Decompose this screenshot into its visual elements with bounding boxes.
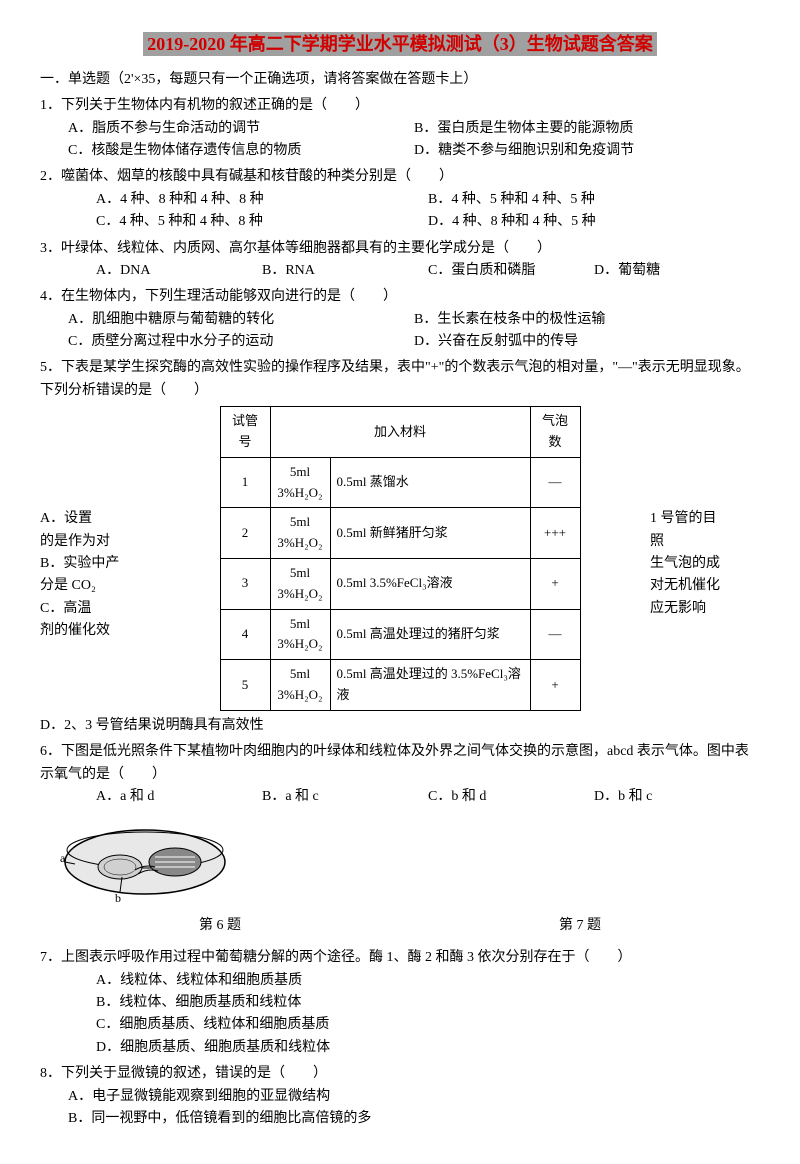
q8-text: 8．下列关于显微镜的叙述，错误的是（ ） (40, 1063, 760, 1085)
th-bubble: 气泡数 (530, 407, 580, 458)
cell-diagram-wrap: a b (40, 822, 760, 910)
q8-opt-a: A．电子显微镜能观察到细胞的亚显微结构 (68, 1086, 760, 1108)
q3-opt-a: A．DNA (96, 260, 262, 282)
question-3: 3．叶绿体、线粒体、内质网、高尔基体等细胞器都具有的主要化学成分是（ ） A．D… (40, 238, 760, 283)
q1-opt-d: D．糖类不参与细胞识别和免疫调节 (414, 140, 760, 162)
q3-text: 3．叶绿体、线粒体、内质网、高尔基体等细胞器都具有的主要化学成分是（ ） (40, 238, 760, 260)
q5-left2: 的是作为对 (40, 531, 150, 553)
table-row: 4 5ml3%H₂O₂ 0.5ml 高温处理过的猪肝匀浆 — (220, 609, 580, 660)
q1-opt-c: C．核酸是生物体储存遗传信息的物质 (68, 140, 414, 162)
cell-bub: + (530, 660, 580, 711)
q7-opt-c: C．细胞质基质、线粒体和细胞质基质 (96, 1014, 760, 1036)
cell-bub: +++ (530, 508, 580, 559)
cell-base: 5ml3%H₂O₂ (270, 609, 330, 660)
q7-opt-a: A．线粒体、线粒体和细胞质基质 (96, 970, 760, 992)
fig6-caption: 第 6 题 (40, 915, 400, 937)
question-6: 6．下图是低光照条件下某植物叶肉细胞内的叶绿体和线粒体及外界之间气体交换的示意图… (40, 741, 760, 808)
diagram-label-a: a (60, 851, 66, 865)
q7-text: 7．上图表示呼吸作用过程中葡萄糖分解的两个途径。酶 1、酶 2 和酶 3 依次分… (40, 947, 760, 969)
q3-opt-b: B．RNA (262, 260, 428, 282)
q6-opt-d: D．b 和 c (594, 786, 760, 808)
q5-left1: A．设置 (40, 508, 150, 530)
q4-opt-d: D．兴奋在反射弧中的传导 (414, 331, 760, 353)
q5-text: 5．下表是某学生探究酶的高效性实验的操作程序及结果，表中"+"的个数表示气泡的相… (40, 357, 760, 402)
q5-right5: 对无机催化 (650, 575, 760, 597)
table-row: 1 5ml3%H₂O₂ 0.5ml 蒸馏水 — (220, 457, 580, 508)
table-row: 3 5ml3%H₂O₂ 0.5ml 3.5%FeCl₃溶液 + (220, 559, 580, 610)
cell-n: 3 (220, 559, 270, 610)
q7-opt-b: B．线粒体、细胞质基质和线粒体 (96, 992, 760, 1014)
q5-right2: 照 (650, 531, 760, 553)
q8-opt-b: B．同一视野中，低倍镜看到的细胞比高倍镜的多 (68, 1108, 760, 1130)
table-row: 2 5ml3%H₂O₂ 0.5ml 新鲜猪肝匀浆 +++ (220, 508, 580, 559)
q5-left6: 剂的催化效 (40, 620, 150, 642)
question-2: 2．噬菌体、烟草的核酸中具有碱基和核苷酸的种类分别是（ ） A．4 种、8 种和… (40, 166, 760, 233)
q1-text: 1．下列关于生物体内有机物的叙述正确的是（ ） (40, 95, 760, 117)
q6-text: 6．下图是低光照条件下某植物叶肉细胞内的叶绿体和线粒体及外界之间气体交换的示意图… (40, 741, 760, 786)
q7-opt-d: D．细胞质基质、细胞质基质和线粒体 (96, 1037, 760, 1059)
q6-opt-b: B．a 和 c (262, 786, 428, 808)
cell-n: 5 (220, 660, 270, 711)
fig7-caption: 第 7 题 (400, 915, 760, 937)
cell-mat: 0.5ml 蒸馏水 (330, 457, 530, 508)
q5-right-notes: 1 号管的目 照 生气泡的成 对无机催化 应无影响 (650, 406, 760, 620)
q3-opt-d: D．葡萄糖 (594, 260, 760, 282)
table-row: 5 5ml3%H₂O₂ 0.5ml 高温处理过的 3.5%FeCl₃溶液 + (220, 660, 580, 711)
cell-mat: 0.5ml 新鲜猪肝匀浆 (330, 508, 530, 559)
q5-right3: 生气泡的成 (650, 553, 760, 575)
q2-text: 2．噬菌体、烟草的核酸中具有碱基和核苷酸的种类分别是（ ） (40, 166, 760, 188)
q2-opt-d: D．4 种、8 种和 4 种、5 种 (428, 211, 760, 233)
cell-diagram-icon: a b (60, 822, 230, 902)
cell-mat: 0.5ml 高温处理过的 3.5%FeCl₃溶液 (330, 660, 530, 711)
figure-caption-row: 第 6 题 第 7 题 (40, 915, 760, 937)
cell-n: 4 (220, 609, 270, 660)
question-8: 8．下列关于显微镜的叙述，错误的是（ ） A．电子显微镜能观察到细胞的亚显微结构… (40, 1063, 760, 1130)
cell-base: 5ml3%H₂O₂ (270, 508, 330, 559)
q2-opt-b: B．4 种、5 种和 4 种、5 种 (428, 189, 760, 211)
q2-opt-a: A．4 种、8 种和 4 种、8 种 (96, 189, 428, 211)
page-title: 2019-2020 年高二下学期学业水平模拟测试（3）生物试题含答案 (40, 30, 760, 59)
question-1: 1．下列关于生物体内有机物的叙述正确的是（ ） A．脂质不参与生命活动的调节 B… (40, 95, 760, 162)
cell-base: 5ml3%H₂O₂ (270, 457, 330, 508)
cell-mat: 0.5ml 3.5%FeCl₃溶液 (330, 559, 530, 610)
cell-n: 2 (220, 508, 270, 559)
question-5: 5．下表是某学生探究酶的高效性实验的操作程序及结果，表中"+"的个数表示气泡的相… (40, 357, 760, 737)
q4-opt-c: C．质壁分离过程中水分子的运动 (68, 331, 414, 353)
q5-table: 试管号 加入材料 气泡数 1 5ml3%H₂O₂ 0.5ml 蒸馏水 — 2 5… (220, 406, 581, 711)
section-1-header: 一．单选题（2'×35，每题只有一个正确选项，请将答案做在答题卡上） (40, 69, 760, 91)
q4-opt-a: A．肌细胞中糖原与葡萄糖的转化 (68, 309, 414, 331)
question-4: 4．在生物体内，下列生理活动能够双向进行的是（ ） A．肌细胞中糖原与葡萄糖的转… (40, 286, 760, 353)
q6-opt-c: C．b 和 d (428, 786, 594, 808)
cell-mat: 0.5ml 高温处理过的猪肝匀浆 (330, 609, 530, 660)
q5-right6: 应无影响 (650, 598, 760, 620)
q5-left4: 分是 CO₂ (40, 575, 150, 597)
cell-bub: — (530, 609, 580, 660)
th-material: 加入材料 (270, 407, 530, 458)
cell-n: 1 (220, 457, 270, 508)
question-7: 7．上图表示呼吸作用过程中葡萄糖分解的两个途径。酶 1、酶 2 和酶 3 依次分… (40, 947, 760, 1059)
title-highlight: 2019-2020 年高二下学期学业水平模拟测试（3）生物试题含答案 (143, 32, 657, 56)
q5-left5: C．高温 (40, 598, 150, 620)
q5-left-notes: A．设置 的是作为对 B．实验中产 分是 CO₂ C．高温 剂的催化效 (40, 406, 150, 642)
cell-bub: — (530, 457, 580, 508)
q5-opt-d: D．2、3 号管结果说明酶具有高效性 (40, 715, 760, 737)
cell-base: 5ml3%H₂O₂ (270, 660, 330, 711)
cell-bub: + (530, 559, 580, 610)
cell-base: 5ml3%H₂O₂ (270, 559, 330, 610)
th-tube: 试管号 (220, 407, 270, 458)
q1-opt-a: A．脂质不参与生命活动的调节 (68, 118, 414, 140)
q5-right1: 1 号管的目 (650, 508, 760, 530)
diagram-label-b: b (115, 891, 121, 902)
q4-text: 4．在生物体内，下列生理活动能够双向进行的是（ ） (40, 286, 760, 308)
q1-opt-b: B．蛋白质是生物体主要的能源物质 (414, 118, 760, 140)
q4-opt-b: B．生长素在枝条中的极性运输 (414, 309, 760, 331)
table-header-row: 试管号 加入材料 气泡数 (220, 407, 580, 458)
q6-opt-a: A．a 和 d (96, 786, 262, 808)
q5-left3: B．实验中产 (40, 553, 150, 575)
q3-opt-c: C．蛋白质和磷脂 (428, 260, 594, 282)
q2-opt-c: C．4 种、5 种和 4 种、8 种 (96, 211, 428, 233)
